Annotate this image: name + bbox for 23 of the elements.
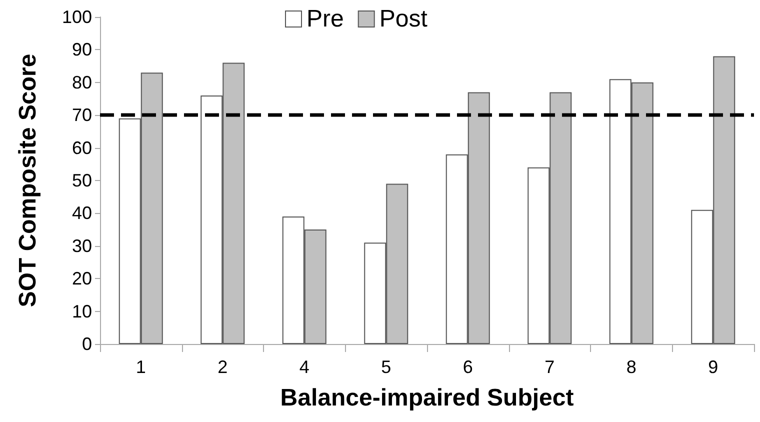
y-tick-label: 50 [72,170,92,190]
x-tick-label: 1 [136,357,146,377]
legend-label: Post [379,6,428,32]
y-tick-label: 20 [72,268,92,289]
x-tick-label: 6 [462,357,473,377]
y-tick-label: 90 [72,40,92,60]
x-tick-label: 8 [626,357,636,377]
y-tick-label: 100 [62,7,92,27]
y-tick-label: 10 [72,301,92,322]
x-axis-title: Balance-impaired Subject [280,384,574,412]
y-tick-label: 40 [72,203,92,224]
x-tick-label: 9 [708,357,718,377]
y-tick-label: 60 [72,138,92,158]
x-tick-label: 4 [299,357,310,377]
x-tick-label: 7 [544,357,555,377]
y-tick-label: 70 [72,105,92,126]
y-tick-label: 0 [82,334,92,354]
legend-label: Pre [306,6,344,32]
y-tick-label: 80 [72,72,92,92]
y-tick-label: 30 [72,236,92,256]
x-tick-label: 5 [381,357,392,377]
x-tick-label: 2 [218,357,228,377]
y-axis-title: SOT Composite Score [14,54,42,308]
